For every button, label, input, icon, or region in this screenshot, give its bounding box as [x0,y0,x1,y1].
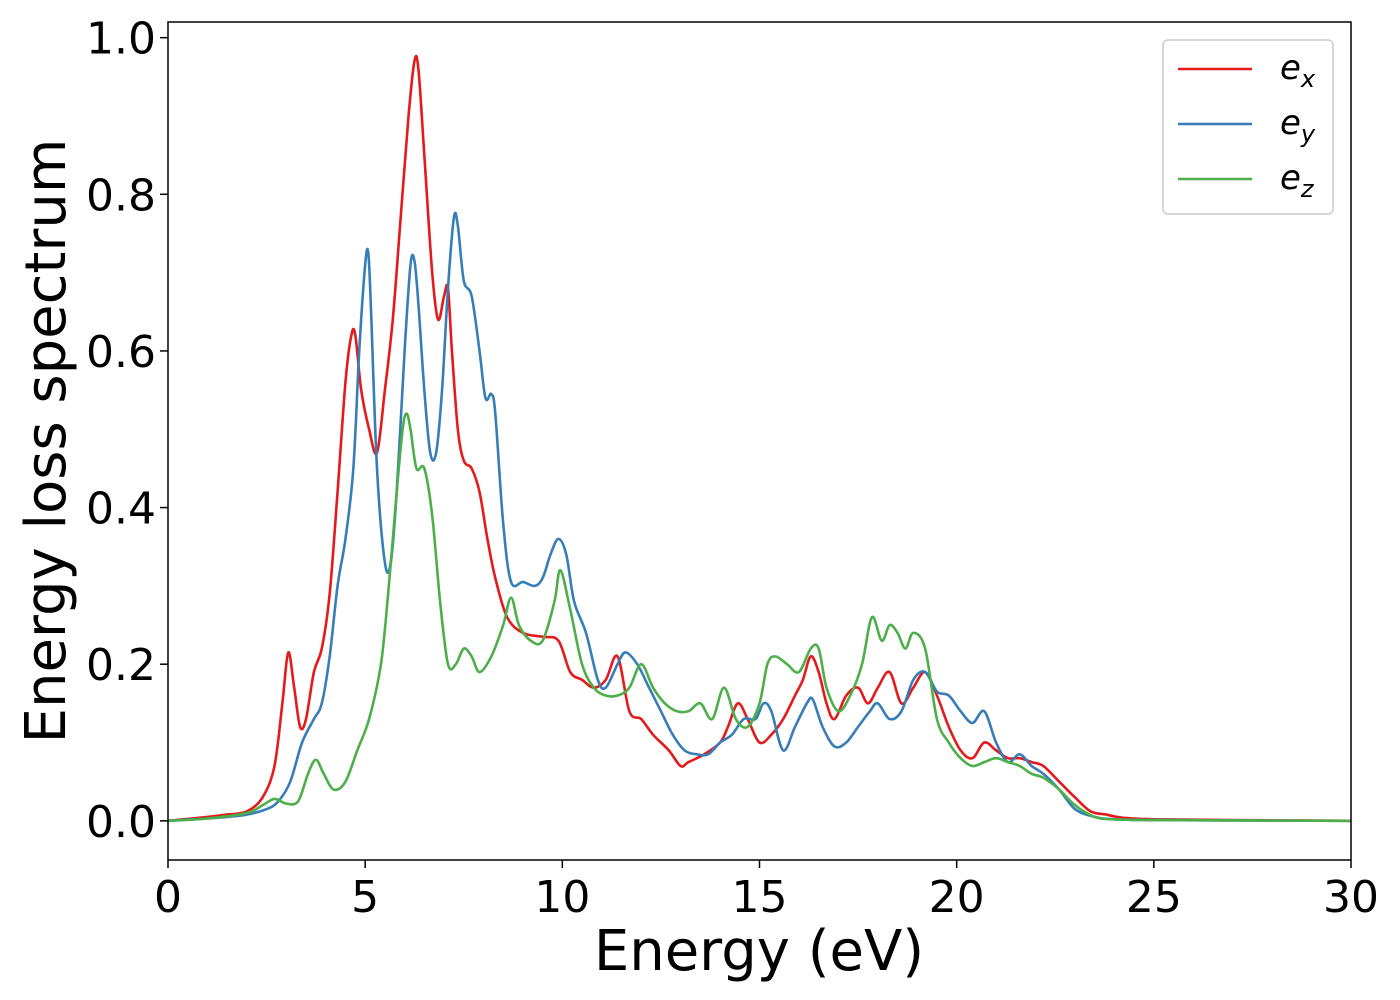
legend-entry-ex: ex [1178,48,1316,93]
legend-box [1162,39,1334,215]
y-tick-label: 0.8 [86,170,156,221]
legend-label: ex [1280,48,1316,93]
y-tick-label: 0.4 [86,484,156,535]
x-tick-label: 0 [154,872,182,923]
y-tick-label: 0.6 [86,327,156,378]
legend: ex ey ez [1162,39,1334,215]
x-tick-label: 30 [1323,872,1379,923]
y-tick-label: 0.0 [86,797,156,848]
legend-entry-ey: ey [1178,103,1316,148]
x-tick-label: 25 [1126,872,1182,923]
y-axis: 0.0 0.2 0.4 0.6 0.8 1.0 [86,14,168,848]
legend-label: ez [1280,158,1315,203]
legend-entry-ez: ez [1178,158,1315,203]
x-axis-title: Energy (eV) [594,919,924,984]
plot-area [168,22,1351,860]
x-tick-label: 10 [534,872,590,923]
series-line-ex [167,54,1352,823]
x-tick-label: 5 [351,872,379,923]
series-line-ey [167,211,1352,823]
series-line-ez [167,412,1352,823]
legend-label: ey [1280,103,1316,148]
y-tick-label: 0.2 [86,640,156,691]
x-axis: 0 5 10 15 20 25 30 [154,860,1379,923]
x-tick-label: 20 [929,872,985,923]
series-layer [167,54,1352,823]
y-axis-title: Energy loss spectrum [14,139,79,744]
y-tick-label: 1.0 [86,14,156,65]
x-tick-label: 15 [732,872,788,923]
